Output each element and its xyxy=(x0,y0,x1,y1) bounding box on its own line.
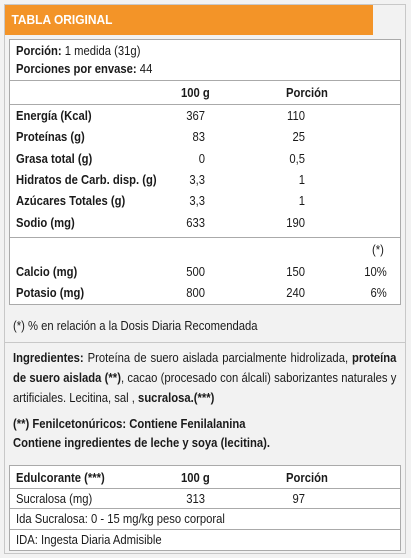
nutrient-portion-value: 190 xyxy=(286,215,305,230)
nutrient-name: Hidratos de Carb. disp. (g) xyxy=(16,172,157,187)
sweetener-table: Edulcorante (***) 100 g Porción Sucralos… xyxy=(9,465,401,551)
nutrient-per100-value: 800 xyxy=(186,286,205,300)
ingredients-bold-1: proteína de suero aislada (**) xyxy=(13,351,397,385)
sweetener-header-per100: 100 g xyxy=(181,471,210,485)
column-header-per100: 100 g xyxy=(181,86,210,100)
nutrient-portion-value: 110 xyxy=(287,109,305,123)
nutrient-per100-value: 367 xyxy=(186,109,205,123)
per-container-label: Porciones por envase: xyxy=(16,62,137,76)
nutrient-portion-value: 25 xyxy=(292,130,305,145)
nutrient-portion-value: 0,5 xyxy=(289,151,305,166)
nutrient-name: Calcio (mg) xyxy=(16,265,78,279)
nutrient-per100-value: 83 xyxy=(192,130,205,145)
sweetener-per100-value: 313 xyxy=(186,492,205,506)
nutrient-name: Potasio (mg) xyxy=(16,286,85,300)
divider xyxy=(10,80,400,81)
phenylketonuric-warning: (**) Fenilcetonúricos: Contiene Fenilala… xyxy=(13,417,246,431)
allergen-warning: Contiene ingredientes de leche y soya (l… xyxy=(13,436,270,450)
nutrient-per100-value: 500 xyxy=(186,265,205,279)
nutrition-label: TABLA ORIGINAL Porción: 1 medida (31g) P… xyxy=(4,4,406,554)
divider xyxy=(5,342,405,343)
footnote: (*) % en relación a la Dosis Diaria Reco… xyxy=(13,319,258,333)
divider xyxy=(10,529,400,530)
divider xyxy=(10,508,400,509)
sweetener-header-portion: Porción xyxy=(286,471,328,485)
nutrient-per100-value: 3,3 xyxy=(189,194,205,209)
nutrient-name: Sodio (mg) xyxy=(16,215,75,230)
ingredients-text-1: Proteína de suero aislada parcialmente h… xyxy=(83,351,353,365)
per-container-line: Porciones por envase: 44 xyxy=(16,61,152,77)
nutrient-per100-value: 633 xyxy=(186,215,205,230)
divider xyxy=(10,104,400,105)
ingredients-bold-2: sucralosa.(***) xyxy=(138,391,215,405)
nutrient-dd-percent: 6% xyxy=(370,286,387,300)
dd-column-marker: (*) xyxy=(372,243,384,257)
ingredients-label: Ingredientes: xyxy=(13,351,84,365)
nutrient-name: Azúcares Totales (g) xyxy=(16,194,126,209)
ida-range: Ida Sucralosa: 0 - 15 mg/kg peso corpora… xyxy=(16,512,225,526)
ida-definition: IDA: Ingesta Diaria Admisible xyxy=(16,533,162,547)
nutrient-name: Energía (Kcal) xyxy=(16,109,92,123)
sweetener-portion-value: 97 xyxy=(292,492,305,506)
nutrient-dd-percent: 10% xyxy=(364,265,387,279)
nutrient-per100-value: 3,3 xyxy=(189,172,205,187)
nutrition-table: Porción: 1 medida (31g) Porciones por en… xyxy=(9,39,401,305)
ingredients-text-2: , cacao (procesado con álcali) saborizan… xyxy=(13,371,397,405)
portion-value: 1 medida (31g) xyxy=(64,44,141,58)
per-container-value: 44 xyxy=(139,62,153,76)
ingredients-paragraph: Ingredientes: Proteína de suero aislada … xyxy=(13,348,396,408)
nutrient-name: Grasa total (g) xyxy=(16,151,93,166)
nutrient-portion-value: 1 xyxy=(298,172,305,187)
nutrient-per100-value: 0 xyxy=(198,151,205,166)
portion-label: Porción: xyxy=(16,44,62,58)
portion-line: Porción: 1 medida (31g) xyxy=(16,43,140,59)
nutrient-portion-value: 240 xyxy=(286,286,305,300)
nutrient-portion-value: 1 xyxy=(298,194,305,209)
table-title: TABLA ORIGINAL xyxy=(5,5,373,35)
nutrient-name: Proteínas (g) xyxy=(16,130,85,145)
nutrient-portion-value: 150 xyxy=(286,265,305,279)
sweetener-name: Sucralosa (mg) xyxy=(16,492,93,506)
divider xyxy=(10,237,400,238)
column-header-portion: Porción xyxy=(286,86,328,100)
sweetener-header-label: Edulcorante (***) xyxy=(16,471,105,485)
divider xyxy=(10,488,400,489)
